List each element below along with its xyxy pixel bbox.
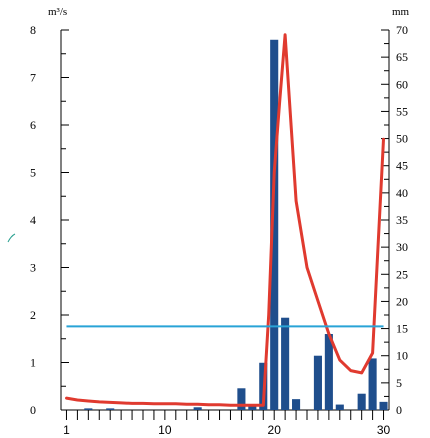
right-axis-tick-label: 30: [396, 240, 408, 254]
left-axis-tick-label: 2: [30, 308, 36, 322]
right-axis-unit: mm: [392, 6, 410, 18]
precipitation-bar: [292, 399, 301, 410]
precipitation-bar: [84, 408, 93, 410]
right-axis-tick-label: 70: [396, 23, 408, 37]
right-axis-tick-label: 40: [396, 186, 408, 200]
right-axis-tick-label: 60: [396, 77, 408, 91]
right-axis-tick-label: 20: [396, 294, 408, 308]
right-axis-tick-label: 10: [396, 349, 408, 363]
precipitation-bar: [379, 401, 388, 410]
left-axis-unit: m³/s: [48, 6, 67, 18]
right-axis-tick-label: 65: [396, 50, 408, 64]
precipitation-bar: [248, 404, 257, 410]
precipitation-bar: [270, 39, 279, 411]
left-axis-tick-label: 7: [30, 71, 36, 85]
right-axis-tick-label: 25: [396, 267, 408, 281]
edge-mark: [7, 233, 16, 243]
x-axis-tick-label: 10: [158, 423, 172, 437]
left-axis-tick-label: 1: [30, 356, 36, 370]
right-axis-tick-label: 55: [396, 104, 408, 118]
left-axis-tick-label: 6: [30, 118, 36, 132]
precipitation-bar: [357, 393, 366, 410]
line-series: [65, 33, 385, 407]
precipitation-bar: [324, 334, 333, 410]
right-axis-tick-label: 0: [396, 403, 402, 417]
left-axis-tick-label: 3: [30, 261, 36, 275]
right-axis-tick-label: 35: [396, 213, 408, 227]
precipitation-bar: [106, 408, 115, 410]
x-axis-tick-label: 30: [377, 423, 391, 437]
precipitation-bar: [281, 317, 290, 410]
right-axis-tick-label: 45: [396, 159, 408, 173]
precipitation-bar: [193, 407, 202, 410]
left-axis-tick-label: 8: [30, 23, 36, 37]
precipitation-bar: [335, 404, 344, 410]
left-axis-tick-label: 5: [30, 166, 36, 180]
x-axis-tick-label: 20: [268, 423, 282, 437]
discharge-line: [65, 33, 385, 407]
right-axis-tick-label: 15: [396, 322, 408, 336]
precipitation-bar: [237, 388, 246, 410]
axis-labels: 012345678m³/s051015202530354045505560657…: [30, 6, 410, 437]
precipitation-bar: [368, 358, 377, 410]
bar-series: [84, 39, 388, 411]
right-axis-tick-label: 50: [396, 132, 408, 146]
x-axis-tick-label: 1: [63, 423, 70, 437]
right-axis-tick-label: 5: [396, 376, 402, 390]
precipitation-bar: [313, 355, 322, 410]
left-axis-tick-label: 0: [30, 403, 36, 417]
left-axis-tick-label: 4: [30, 213, 36, 227]
